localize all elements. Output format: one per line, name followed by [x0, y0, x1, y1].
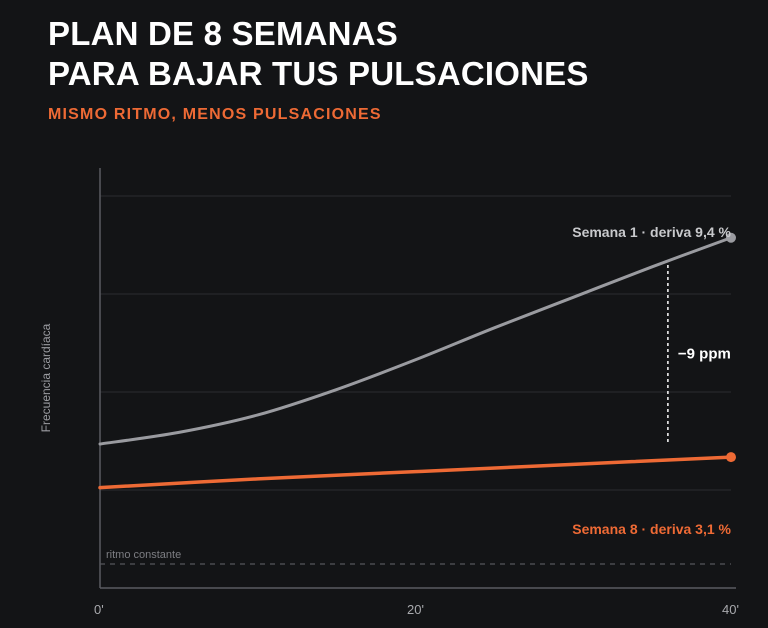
x-tick-label: 40': [722, 602, 739, 617]
series-line-week8: [98, 455, 733, 490]
chart-title-line-2: PARA BAJAR TUS PULSACIONES: [48, 55, 589, 92]
series-label-week1: Semana 1 · deriva 9,4 %: [572, 224, 731, 240]
chart-subtitle: MISMO RITMO, MENOS PULSACIONES: [48, 106, 382, 123]
annotation-label: −9 ppm: [678, 345, 731, 362]
series-line-week1: [98, 236, 733, 446]
reference-line-label: ritmo constante: [106, 549, 181, 561]
title-block: PLAN DE 8 SEMANAS PARA BAJAR TUS PULSACI…: [48, 14, 589, 124]
chart-title-line-1: PLAN DE 8 SEMANAS: [48, 15, 398, 52]
series-endpoint-week1: [726, 232, 736, 243]
x-tick-label: 20': [407, 602, 424, 617]
y-axis-label: Frecuencia cardíaca: [39, 323, 53, 432]
x-tick-label: 0': [94, 602, 104, 617]
series-label-week8: Semana 8 · deriva 3,1 %: [572, 521, 731, 537]
series-endpoint-week8: [726, 452, 736, 463]
